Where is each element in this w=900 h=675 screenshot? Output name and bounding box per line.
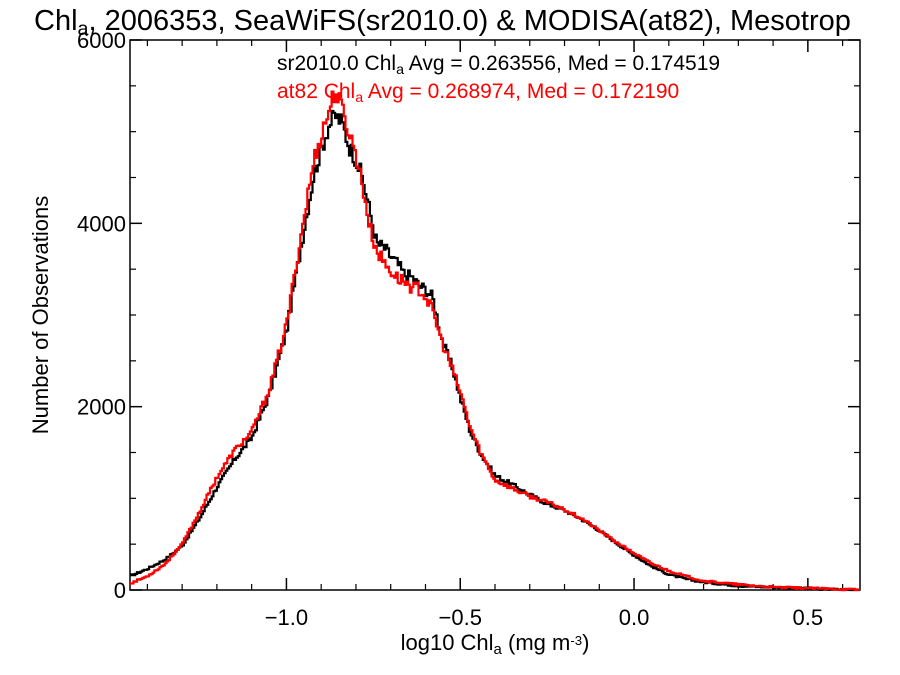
x-tick-label: −0.5 xyxy=(439,605,482,630)
legend-entry-sr2010.0: sr2010.0 Chla Avg = 0.263556, Med = 0.17… xyxy=(277,52,720,78)
x-tick-label: 0.5 xyxy=(793,605,824,630)
y-axis-label: Number of Observations xyxy=(28,196,53,434)
x-axis-label: log10 Chla (mg m-3) xyxy=(401,630,590,658)
chart-title: Chla, 2006353, SeaWiFS(sr2010.0) & MODIS… xyxy=(34,5,851,40)
series-layer xyxy=(130,90,860,592)
legend-entry-at82: at82 Chla Avg = 0.268974, Med = 0.172190 xyxy=(277,80,679,106)
y-tick-label: 4000 xyxy=(77,211,126,236)
legend: sr2010.0 Chla Avg = 0.263556, Med = 0.17… xyxy=(277,52,720,106)
x-tick-label: −1.0 xyxy=(265,605,308,630)
plot-frame xyxy=(129,39,861,591)
series-line-at82 xyxy=(130,90,860,592)
axis-tick-labels: −1.0 −0.5 0.0 0.5 0 2000 4000 6000 xyxy=(77,28,823,630)
series-line-sr2010.0 xyxy=(130,109,860,592)
y-tick-label: 2000 xyxy=(77,395,126,420)
axis-ticks xyxy=(130,39,860,591)
y-tick-label: 6000 xyxy=(77,28,126,53)
x-tick-label: 0.0 xyxy=(619,605,650,630)
y-tick-label: 0 xyxy=(114,578,126,603)
